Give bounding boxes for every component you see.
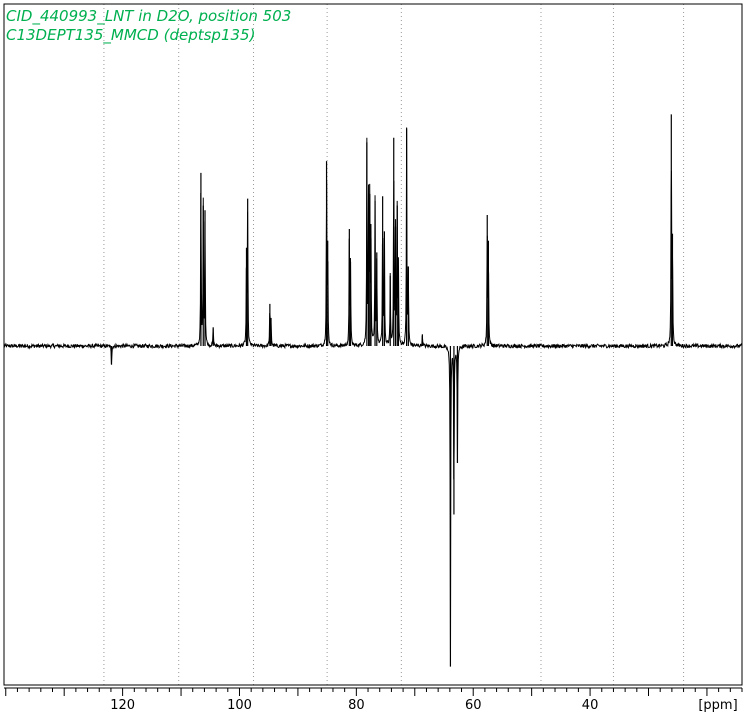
x-axis-label: [ppm]	[698, 698, 737, 713]
x-tick-label: 80	[348, 698, 365, 713]
x-tick-label: 100	[227, 698, 252, 713]
x-tick-label: 40	[582, 698, 599, 713]
x-tick-label: 60	[465, 698, 482, 713]
spectrum-line	[3, 127, 743, 654]
x-tick-label: 120	[110, 698, 135, 713]
plot-frame	[3, 3, 743, 686]
spectrum-trace	[3, 114, 743, 667]
title-line-1: CID_440993_LNT in D2O, position 503	[6, 7, 291, 26]
x-axis: 120 100 80 60 40 [ppm]	[4, 687, 743, 713]
x-axis-tick-labels: 120 100 80 60 40	[110, 698, 598, 713]
title-line-2: C13DEPT135_MMCD (deptsp135)	[6, 26, 255, 45]
chart-title: CID_440993_LNT in D2O, position 503 C13D…	[6, 7, 291, 45]
x-axis-ticks	[5, 688, 743, 696]
